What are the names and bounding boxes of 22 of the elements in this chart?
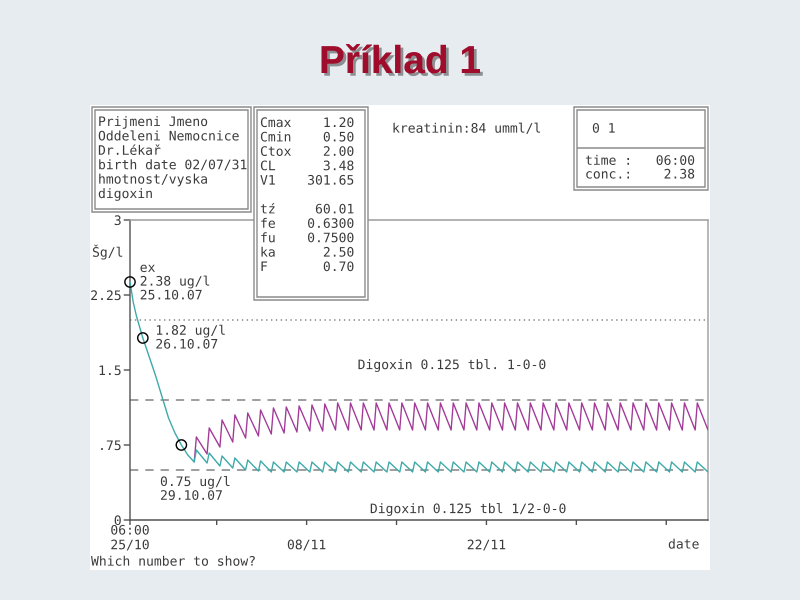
text: kreatinin:84 umml/l [394,122,540,134]
chart-title: Příklad 1 [322,44,483,76]
annotation: 1.82 ug/l 26.10.07 [156,324,225,349]
annotation: 0.75 ug/l 29.10.07 [160,476,230,500]
y-tick-label: 0 [114,515,121,526]
text: Prijmeni Jmeno Oddeleni Nemocnice Dr.Lékař birth date 02/07/31 hmotnost/vyska digoxin [98,116,246,201]
x-axis-title: date [668,538,699,549]
y-tick-label: 3 [114,215,121,226]
annotation: ex 2.38 ug/l 25.10.07 [140,264,210,300]
text: Digoxin 0.125 tbl 1/2-0-0 [370,503,566,516]
text: 0 1 [592,122,615,133]
y-axis-title: Šg/l [92,244,122,260]
text: Digoxin 0.125 tbl. 1-0-0 [358,359,546,372]
y-tick-label: 1.5 [100,365,121,376]
y-tick-label: 2.25 [91,290,121,300]
text: time : 06:00 conc.: 2.38 [586,154,694,179]
text: Cmax 1.20 Cmin 0.50 Ctox 2.00 CL 3.48 V1 301.65 tź 60.01 fe 0.6300 fu 0.7500 ka 2.50 F 0.70 [260,117,354,272]
x-tick-label: 06:00 25/10 [111,524,149,550]
y-tick-label: .75 [101,440,121,450]
text: Which number to show? [91,556,255,566]
x-tick-label: 22/11 [468,540,506,550]
x-tick-label: 08/11 [288,540,326,550]
